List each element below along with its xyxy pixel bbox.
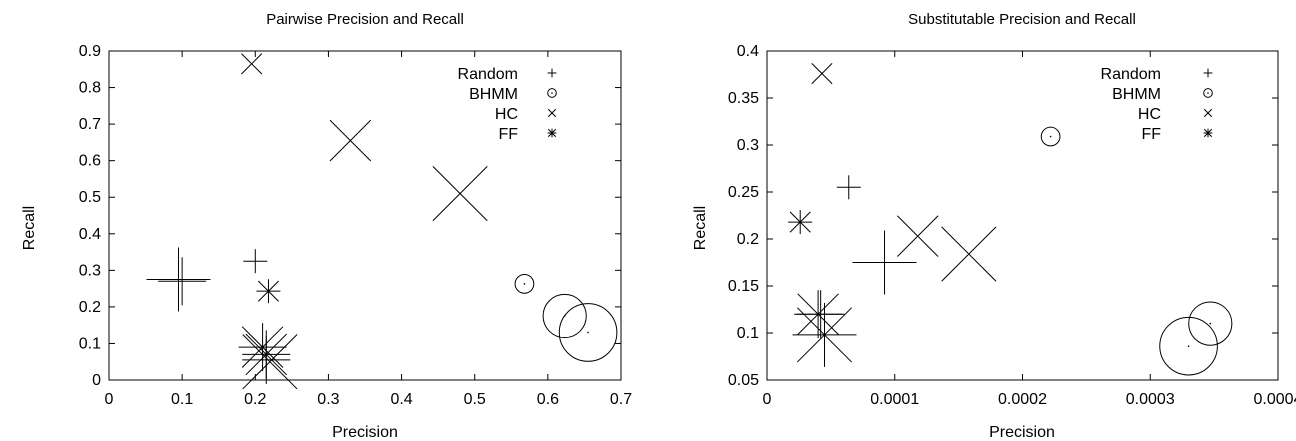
y-tick-label: 0.4 — [737, 43, 759, 60]
x-tick-label: 0 — [105, 391, 114, 408]
point-random — [158, 257, 207, 306]
y-tick-label: 0.35 — [728, 90, 759, 107]
y-tick-label: 0.1 — [79, 335, 101, 352]
point-ff — [794, 290, 843, 339]
x-tick-label: 0.4 — [390, 391, 412, 408]
legend-label-hc: HC — [1138, 106, 1161, 123]
point-ff — [238, 323, 287, 372]
data-points — [146, 53, 618, 390]
y-tick-label: 0.9 — [79, 43, 101, 60]
x-tick-label: 0.7 — [610, 391, 632, 408]
x-tick-label: 0.0002 — [998, 391, 1047, 408]
legend-label-random: Random — [458, 66, 518, 83]
legend-marker-ff — [547, 128, 557, 138]
legend-label-bhmm: BHMM — [1112, 86, 1161, 103]
y-tick-label: 0.25 — [728, 184, 759, 201]
x-tick-label: 0.0003 — [1126, 391, 1175, 408]
x-tick-label: 0 — [763, 391, 772, 408]
legend: Random BHMM HC FF — [1101, 66, 1213, 143]
y-tick-label: 0.4 — [79, 226, 101, 243]
data-points — [788, 63, 1233, 376]
y-tick-label: 0 — [92, 372, 101, 389]
legend-marker-hc — [547, 108, 557, 118]
x-axis-label: Precision — [332, 424, 398, 441]
point-random — [836, 175, 861, 200]
y-tick-label: 0.2 — [79, 299, 101, 316]
point-hc — [896, 215, 939, 257]
point-ff — [792, 302, 857, 367]
chart-title: Pairwise Precision and Recall — [266, 11, 464, 28]
axis-ticks: 0 0.0001 0.0002 0.0003 0.0004 0.05 0.1 0.15 0.2 0… — [728, 43, 1296, 408]
axis-ticks: 0 0.1 0.2 0.3 0.4 0.5 0.6 0.7 0 0.1 0.2 0.3 0.4 0.5 0.… — [79, 43, 632, 408]
x-tick-label: 0.0004 — [1254, 391, 1296, 408]
chart-title: Substitutable Precision and Recall — [908, 11, 1136, 28]
point-hc — [329, 119, 372, 162]
point-random — [243, 249, 268, 274]
y-tick-label: 0.15 — [728, 278, 759, 295]
legend-marker-bhmm — [547, 88, 557, 98]
point-ff — [242, 330, 291, 379]
legend-label-ff: FF — [1141, 126, 1161, 143]
point-random — [852, 230, 917, 295]
point-bhmm — [1188, 301, 1233, 346]
substitutable-chart-panel: Substitutable Precision and Recall Preci… — [692, 11, 1296, 441]
y-tick-label: 0.1 — [737, 325, 759, 342]
x-tick-label: 0.3 — [317, 391, 339, 408]
point-hc — [242, 334, 298, 390]
y-tick-label: 0.5 — [79, 189, 101, 206]
legend-label-random: Random — [1101, 66, 1161, 83]
y-tick-label: 0.2 — [737, 231, 759, 248]
point-hc — [941, 226, 997, 282]
pairwise-chart-panel: Pairwise Precision and Recall Precision … — [21, 11, 632, 441]
point-hc — [432, 166, 488, 222]
x-tick-label: 0.1 — [171, 391, 193, 408]
legend-marker-hc — [1203, 108, 1213, 118]
point-hc — [241, 53, 263, 75]
y-tick-label: 0.6 — [79, 153, 101, 170]
legend-marker-random — [1203, 68, 1213, 78]
legend-marker-random — [547, 68, 557, 78]
legend-label-hc: HC — [495, 106, 518, 123]
x-tick-label: 0.2 — [244, 391, 266, 408]
y-axis-label: Recall — [692, 206, 709, 250]
y-tick-label: 0.8 — [79, 80, 101, 97]
plot-frame — [108, 50, 622, 381]
point-hc — [811, 63, 833, 85]
y-tick-label: 0.05 — [728, 372, 759, 389]
point-random — [146, 247, 211, 312]
legend-marker-bhmm — [1203, 88, 1213, 98]
plot-frame — [766, 50, 1279, 381]
point-ff — [256, 279, 281, 304]
y-tick-label: 0.3 — [737, 137, 759, 154]
legend-marker-ff — [1203, 128, 1213, 138]
y-tick-label: 0.7 — [79, 116, 101, 133]
y-axis-label: Recall — [21, 206, 38, 250]
legend-label-ff: FF — [498, 126, 518, 143]
x-tick-label: 0.0001 — [870, 391, 919, 408]
x-axis-label: Precision — [989, 424, 1055, 441]
legend-label-bhmm: BHMM — [469, 86, 518, 103]
x-tick-label: 0.5 — [464, 391, 486, 408]
point-bhmm — [514, 273, 535, 294]
point-ff — [788, 210, 813, 235]
y-tick-label: 0.3 — [79, 262, 101, 279]
x-tick-label: 0.6 — [537, 391, 559, 408]
point-bhmm — [558, 303, 618, 362]
legend: Random BHMM HC FF — [458, 66, 557, 143]
point-bhmm — [1159, 316, 1218, 376]
point-bhmm — [1040, 126, 1061, 147]
